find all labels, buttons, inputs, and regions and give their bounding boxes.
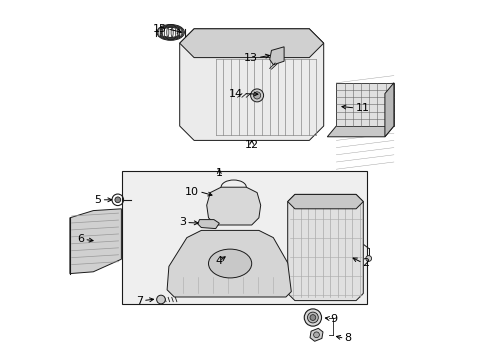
Circle shape: [253, 92, 260, 99]
Circle shape: [250, 89, 263, 102]
Circle shape: [304, 309, 321, 326]
Polygon shape: [179, 29, 323, 58]
Polygon shape: [309, 328, 322, 341]
Circle shape: [365, 256, 371, 261]
Text: 5: 5: [94, 195, 102, 205]
Text: 7: 7: [136, 296, 142, 306]
Polygon shape: [384, 83, 393, 137]
Polygon shape: [269, 47, 284, 65]
Polygon shape: [179, 29, 323, 140]
Text: 6: 6: [77, 234, 84, 244]
Polygon shape: [287, 194, 363, 209]
Text: 12: 12: [244, 140, 258, 150]
Ellipse shape: [171, 28, 173, 37]
Text: 8: 8: [344, 333, 351, 343]
Circle shape: [313, 332, 319, 338]
Circle shape: [309, 315, 315, 320]
Text: 1: 1: [215, 168, 223, 178]
Polygon shape: [326, 126, 393, 137]
Polygon shape: [206, 187, 260, 225]
Ellipse shape: [179, 28, 182, 37]
Text: 3: 3: [179, 217, 186, 228]
Polygon shape: [336, 83, 393, 126]
Circle shape: [115, 197, 121, 203]
Circle shape: [307, 312, 318, 323]
Text: 9: 9: [329, 314, 337, 324]
Ellipse shape: [175, 28, 177, 37]
Text: 14: 14: [229, 89, 243, 99]
Text: 11: 11: [355, 103, 368, 113]
Ellipse shape: [158, 28, 160, 37]
Ellipse shape: [208, 249, 251, 278]
Text: 13: 13: [244, 53, 257, 63]
Ellipse shape: [166, 28, 168, 37]
Polygon shape: [70, 209, 121, 274]
Text: 10: 10: [185, 186, 199, 197]
Bar: [122, 171, 366, 304]
Text: 2: 2: [362, 258, 369, 268]
Polygon shape: [197, 220, 219, 229]
Circle shape: [156, 295, 165, 304]
Ellipse shape: [162, 28, 164, 37]
Text: 4: 4: [215, 256, 223, 266]
Polygon shape: [287, 194, 363, 301]
Text: 15: 15: [153, 24, 167, 34]
Polygon shape: [167, 230, 291, 297]
